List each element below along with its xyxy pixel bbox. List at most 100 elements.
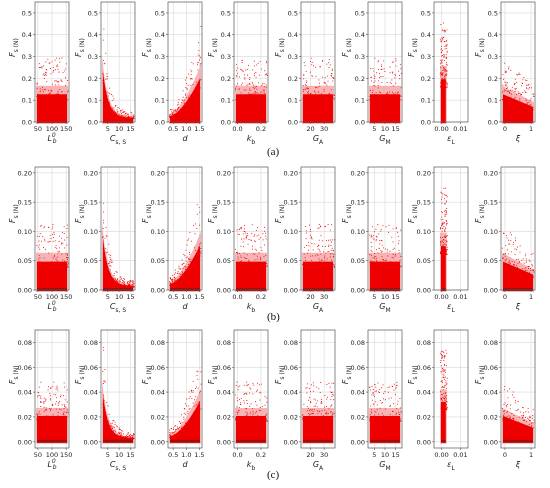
data-point [41,262,43,264]
data-point [303,266,305,268]
data-point [196,255,198,257]
data-point [116,109,118,111]
data-point [442,406,444,408]
data-point [442,351,444,353]
data-point [378,80,380,82]
dense-band [236,439,266,443]
data-point [170,435,172,437]
data-point [441,399,442,400]
data-point [104,92,106,94]
x-tick-label: 0.01 [453,125,467,133]
data-point [311,413,313,415]
data-point [63,226,65,228]
data-point [444,216,446,217]
data-point [382,402,384,403]
data-point [66,411,68,413]
data-point [259,399,261,401]
axes-frame [500,166,536,291]
data-point [104,62,106,64]
data-point [444,194,446,196]
data-point [177,280,179,282]
data-point [113,107,115,109]
data-point [305,419,307,421]
data-point [264,74,266,76]
data-point [52,71,54,73]
data-point [525,427,527,429]
data-point [50,395,51,397]
data-point [43,420,44,422]
data-point [440,252,442,254]
data-point [320,418,322,420]
data-point [122,109,124,111]
axes-frame [167,329,203,449]
data-point [372,404,374,406]
data-point [237,262,239,264]
data-point [389,91,391,93]
data-point [264,418,266,420]
data-point [525,258,527,260]
data-point [315,416,317,418]
data-point [311,260,313,261]
data-point [53,393,55,395]
data-point [184,271,186,272]
data-point [105,227,107,228]
data-point [314,99,316,100]
data-point [512,243,514,245]
data-point [389,97,390,98]
data-point [326,411,328,413]
data-point [382,266,384,268]
data-point [444,75,445,77]
data-point [442,39,444,41]
data-point [38,420,39,422]
data-point [445,244,447,246]
data-point [443,30,445,32]
data-point [129,282,131,284]
data-point [400,68,402,70]
data-point [526,421,527,423]
data-point [129,116,131,118]
data-point [317,413,319,415]
data-point [516,271,518,273]
y-axis-label: Fs (N) [274,38,286,57]
data-point [444,230,446,232]
data-point [326,265,328,267]
data-point [372,419,374,421]
data-point [508,91,509,92]
data-point [112,110,114,112]
data-point [119,281,121,283]
data-point [66,416,68,418]
data-point [37,415,38,416]
data-point [442,83,443,85]
data-point [44,226,46,228]
data-point [374,77,375,79]
data-point [245,411,247,413]
y-tick-label: 0.20 [351,169,365,177]
data-point [55,388,57,390]
data-point [441,73,443,75]
data-point [514,237,516,239]
data-point [105,402,107,403]
data-point [240,227,241,229]
data-point [247,235,249,237]
data-point [237,233,239,235]
data-point [252,69,254,71]
data-point [52,418,54,420]
data-point [532,429,533,431]
data-point [315,96,317,98]
data-point [444,48,446,50]
data-point [173,113,175,115]
data-point [507,101,509,102]
y-tick-label: 0.0 [355,119,365,127]
data-point [55,80,57,82]
data-point [532,415,534,416]
data-point [183,274,185,275]
data-point [54,99,56,100]
data-point [387,266,388,268]
data-point [443,404,445,406]
data-point [174,273,175,275]
data-point [248,265,249,267]
data-point [442,50,443,52]
data-point [54,98,56,99]
data-point [313,405,315,407]
data-point [332,416,334,417]
